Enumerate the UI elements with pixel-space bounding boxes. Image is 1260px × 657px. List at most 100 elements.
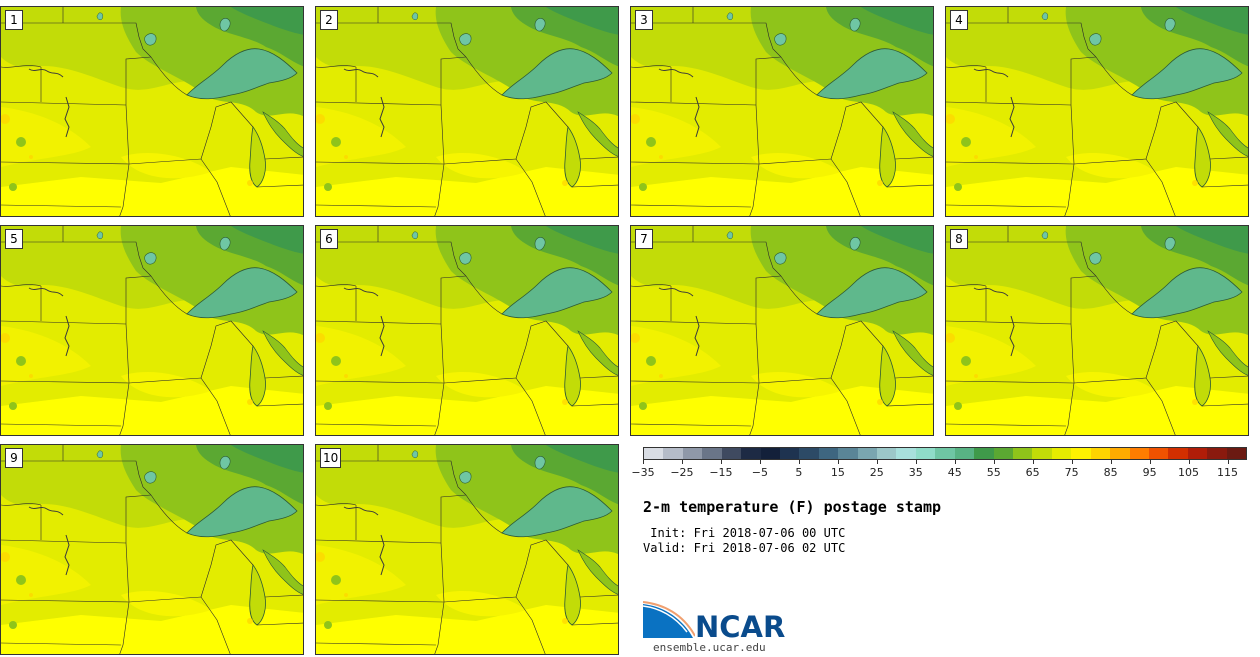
colorbar-cell xyxy=(896,448,916,459)
colorbar-cell xyxy=(1013,448,1033,459)
colorbar-tick xyxy=(798,460,800,464)
colorbar-tick-label: 75 xyxy=(1064,466,1079,479)
colorbar-cell xyxy=(954,448,975,459)
temperature-map xyxy=(316,226,618,435)
postage-stamp-map: 3 xyxy=(630,6,934,217)
colorbar-tick-label: −35 xyxy=(631,466,655,479)
colorbar-cell xyxy=(702,448,722,459)
postage-stamp-map: 8 xyxy=(945,225,1249,436)
colorbar-cell xyxy=(644,448,664,459)
colorbar-tick xyxy=(643,460,644,464)
colorbar-tick xyxy=(1188,460,1190,464)
ncar-logo: NCAR ensemble.ucar.edu xyxy=(643,600,793,656)
temperature-map xyxy=(316,445,618,654)
temperature-map xyxy=(1,226,303,435)
colorbar-tick xyxy=(1032,460,1034,464)
colorbar-tick-label: 15 xyxy=(830,466,845,479)
colorbar-cell xyxy=(1168,448,1188,459)
colorbar-cell xyxy=(1071,448,1091,459)
colorbar-tick xyxy=(1149,460,1151,464)
temperature-map xyxy=(631,7,933,216)
postage-stamp-map: 9 xyxy=(0,444,304,655)
colorbar-tick xyxy=(759,460,761,464)
colorbar-cell xyxy=(915,448,936,459)
ensemble-url: ensemble.ucar.edu xyxy=(653,641,766,654)
colorbar-tick xyxy=(876,460,878,464)
colorbar-tick-label: 115 xyxy=(1217,466,1239,479)
colorbar-cell xyxy=(1226,448,1247,459)
colorbar-cell xyxy=(1187,448,1208,459)
member-label: 5 xyxy=(5,229,23,249)
temperature-map xyxy=(946,7,1248,216)
member-label: 10 xyxy=(320,448,342,468)
colorbar-tick xyxy=(1110,460,1112,464)
temperature-map xyxy=(1,7,303,216)
postage-stamp-map: 2 xyxy=(315,6,619,217)
colorbar-cell xyxy=(993,448,1014,459)
colorbar-cell xyxy=(935,448,955,459)
temperature-map xyxy=(946,226,1248,435)
colorbar-cell xyxy=(721,448,742,459)
colorbar-cell xyxy=(799,448,819,459)
member-label: 3 xyxy=(635,10,653,30)
colorbar-cell xyxy=(1129,448,1149,459)
colorbar-cell xyxy=(1090,448,1111,459)
colorbar-tick xyxy=(915,460,917,464)
colorbar-cell xyxy=(1207,448,1227,459)
colorbar-tick xyxy=(954,460,956,464)
member-label: 8 xyxy=(950,229,968,249)
time-info: Init: Fri 2018-07-06 00 UTC Valid: Fri 2… xyxy=(643,526,845,556)
colorbar-tick-label: 5 xyxy=(795,466,803,479)
colorbar-tick-label: −25 xyxy=(670,466,694,479)
colorbar-cell xyxy=(838,448,858,459)
colorbar-ticks: −35 −25 −15 −5 5 15 25 35 45 55 65 75 85 95 105 115 xyxy=(631,460,1247,480)
colorbar-cell xyxy=(857,448,878,459)
colorbar-cell xyxy=(760,448,780,459)
colorbar-cell xyxy=(1051,448,1072,459)
colorbar-tick-label: −5 xyxy=(751,466,768,479)
colorbar-cell xyxy=(818,448,839,459)
colorbar-cell xyxy=(741,448,761,459)
colorbar-tick-label: 65 xyxy=(1025,466,1040,479)
member-label: 1 xyxy=(5,10,23,30)
member-label: 6 xyxy=(320,229,338,249)
ncar-wordmark: NCAR xyxy=(695,610,786,644)
colorbar-tick xyxy=(1071,460,1073,464)
member-label: 9 xyxy=(5,448,23,468)
plot-title: 2-m temperature (F) postage stamp xyxy=(643,498,942,516)
init-time: Init: Fri 2018-07-06 00 UTC xyxy=(643,526,846,540)
colorbar-cell xyxy=(1032,448,1052,459)
colorbar-tick-label: 25 xyxy=(869,466,884,479)
colorbar-cell xyxy=(877,448,897,459)
colorbar-cell xyxy=(1110,448,1130,459)
member-label: 7 xyxy=(635,229,653,249)
colorbar-cell xyxy=(779,448,800,459)
temperature-map xyxy=(631,226,933,435)
colorbar xyxy=(643,447,1247,460)
colorbar-tick xyxy=(681,460,683,464)
colorbar-cell xyxy=(974,448,994,459)
colorbar-tick xyxy=(993,460,995,464)
colorbar-tick xyxy=(1227,460,1229,464)
member-label: 4 xyxy=(950,10,968,30)
postage-stamp-map: 1 xyxy=(0,6,304,217)
colorbar-tick-label: 85 xyxy=(1103,466,1118,479)
colorbar-tick-label: 35 xyxy=(908,466,923,479)
postage-stamp-map: 6 xyxy=(315,225,619,436)
postage-stamp-map: 10 xyxy=(315,444,619,655)
temperature-map xyxy=(1,445,303,654)
colorbar-tick xyxy=(837,460,839,464)
postage-stamp-map: 4 xyxy=(945,6,1249,217)
postage-stamp-map: 5 xyxy=(0,225,304,436)
colorbar-cell xyxy=(1148,448,1169,459)
colorbar-tick-label: 95 xyxy=(1142,466,1157,479)
postage-stamp-map: 7 xyxy=(630,225,934,436)
colorbar-tick-label: −15 xyxy=(709,466,733,479)
colorbar-cell xyxy=(663,448,683,459)
colorbar-tick-label: 45 xyxy=(947,466,962,479)
temperature-map xyxy=(316,7,618,216)
valid-time: Valid: Fri 2018-07-06 02 UTC xyxy=(643,541,846,555)
colorbar-tick xyxy=(720,460,722,464)
colorbar-tick-label: 55 xyxy=(986,466,1001,479)
member-label: 2 xyxy=(320,10,338,30)
